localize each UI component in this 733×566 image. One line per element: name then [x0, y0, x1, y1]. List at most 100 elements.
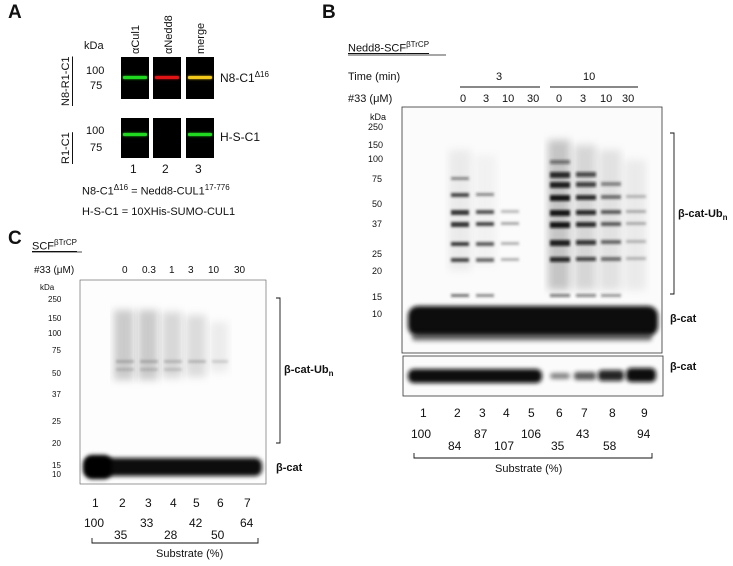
panel-c-conc-2: 0.3: [142, 265, 156, 276]
panel-c-conc-4: 3: [188, 265, 194, 276]
panel-a-band2-label: H-S-C1: [220, 130, 261, 144]
panel-b-substrate-lane8: 58: [603, 439, 617, 453]
panel-c-mw-15: 15: [52, 461, 61, 470]
panel-b-cat-band-lower: [412, 333, 652, 341]
panel-b-mw-250: 250: [368, 122, 384, 132]
panel-c-conc-1: 0: [122, 265, 128, 276]
panel-b-time-label: Time (min): [348, 71, 401, 83]
panel-b-substrate-label: Substrate (%): [495, 463, 563, 475]
panel-b-lane-1: 1: [420, 406, 427, 420]
panel-c-mw-25: 25: [52, 417, 61, 426]
panel-c-substrate-lane6: 50: [211, 528, 225, 542]
panel-b-mw-20: 20: [372, 266, 383, 276]
panel-c-mw-10: 10: [52, 470, 61, 479]
panel-c-lane-7: 7: [244, 496, 251, 510]
panel-b-kda: kDa: [370, 112, 387, 122]
panel-b-time-3: 3: [496, 71, 503, 83]
panel-a-lane-3: 3: [195, 162, 202, 176]
panel-b-mw-15: 15: [372, 292, 383, 302]
panel-b-conc-2: 3: [483, 93, 490, 105]
panel-a-kda: kDa: [84, 40, 104, 52]
panel-c-substrate-lane7: 64: [240, 516, 254, 530]
panel-b-time-10: 10: [583, 71, 596, 83]
bands-b-lane2: [451, 177, 469, 297]
smear-c-6: [210, 322, 228, 372]
panel-c-substrate-lane1: 100: [84, 516, 105, 530]
panel-b-mw-25: 25: [372, 249, 383, 259]
panel-b-conc-1: 0: [460, 93, 467, 105]
panel-b-cat-blot-lane9: [626, 368, 656, 382]
panel-b-ubn-label: β-cat-Ubn: [678, 208, 728, 223]
panel-b-cat-blot-lane8: [598, 370, 624, 381]
panel-b-lane-3: 3: [479, 406, 486, 420]
panel-a-mw-75-row1: 75: [90, 80, 103, 92]
panel-c-title: SCFβTrCP: [32, 238, 77, 253]
panel-c-conc-3: 1: [169, 265, 175, 276]
panel-a-blot-cul1-row1: [121, 57, 149, 99]
panel-b-lane-6: 6: [556, 406, 563, 420]
panel-c-conc-5: 10: [208, 265, 220, 276]
panel-b-cat-blot-lanes1-5: [408, 369, 542, 383]
panel-c-mw-250: 250: [48, 295, 62, 304]
panel-a-band1-label: N8-C1Δ16: [220, 70, 269, 85]
panel-b-substrate-lane1: 100: [411, 427, 432, 441]
panel-c-substrate-bracket: [91, 538, 259, 544]
panel-b-cat-blot-lane6: [550, 373, 570, 379]
panel-b-mw-10: 10: [372, 309, 383, 319]
panel-b-ubn-bracket: [670, 132, 675, 295]
panel-b-conc-label: #33 (μM): [348, 93, 393, 105]
panel-b-lane-9: 9: [641, 406, 648, 420]
panel-a-band-green-row1: [123, 76, 147, 79]
panel-c-mw-150: 150: [48, 314, 62, 323]
panel-b-conc-6: 3: [580, 93, 587, 105]
panel-b-title: Nedd8-SCFβTrCP: [348, 40, 430, 55]
panel-c-ubn-label: β-cat-Ubn: [284, 364, 334, 379]
panel-a-blot-nedd8-row1: [153, 57, 181, 99]
panel-a-blot-nedd8-row2: [153, 118, 181, 158]
panel-c-kda: kDa: [40, 283, 55, 292]
smear-c-5: [186, 315, 206, 377]
panel-b-lane-4: 4: [503, 406, 510, 420]
panel-c-blot: [79, 279, 267, 485]
smear-b-8: [599, 150, 621, 290]
panel-a-band-yellow-row1: [188, 76, 212, 79]
panel-c-mw-50: 50: [52, 369, 61, 378]
panel-c-letter: C: [8, 228, 22, 249]
panel-a-def2: H-S-C1 = 10XHis-SUMO-CUL1: [82, 206, 236, 218]
panel-c-substrate-lane5: 42: [189, 516, 203, 530]
bands-b-lane9: [626, 195, 646, 260]
panel-b-conc-3: 10: [502, 93, 515, 105]
panel-a-def1: N8-C1Δ16 = Nedd8-CUL117-776: [82, 183, 230, 198]
panel-c-lane-1: 1: [92, 496, 99, 510]
panel-a-band-green-row2: [123, 133, 147, 136]
panel-c-lane-2: 2: [119, 496, 126, 510]
panel-c-mw-75: 75: [52, 346, 61, 355]
panel-b-substrate-lane6: 35: [551, 439, 565, 453]
panel-c-ubn-bracket: [276, 297, 281, 444]
bands-b-lane3: [476, 193, 494, 297]
bands-b-lane8: [601, 182, 621, 297]
panel-b-conc-5: 0: [556, 93, 563, 105]
panel-b-mw-75: 75: [372, 174, 383, 184]
panel-b-main-blot: [401, 106, 663, 354]
panel-c-lane-5: 5: [193, 496, 200, 510]
panel-b-substrate-bracket: [413, 453, 653, 459]
panel-a-mw-100-row2: 100: [86, 125, 105, 137]
panel-c-faint-bands: [116, 360, 228, 371]
panel-a-mw-100-row1: 100: [86, 65, 105, 77]
panel-c-mw-100: 100: [48, 329, 62, 338]
panel-a-blot-cul1-row2: [121, 118, 149, 158]
panel-c-conc-label: #33 (μM): [34, 265, 75, 276]
panel-c-conc-6: 30: [234, 265, 246, 276]
panel-c-mw-37: 37: [52, 390, 61, 399]
panel-a-lane-1: 1: [130, 162, 137, 176]
panel-b-lane-5: 5: [528, 406, 535, 420]
panel-b-lane-7: 7: [581, 406, 588, 420]
panel-b-conc-8: 30: [622, 93, 635, 105]
panel-b-cat-label: β-cat: [670, 313, 697, 325]
panel-a-letter: A: [8, 2, 22, 23]
panel-c-lane-6: 6: [217, 496, 224, 510]
panel-b-substrate-lane3: 87: [474, 427, 488, 441]
panel-b-cat-blot: [402, 355, 664, 397]
smear-b-7: [574, 145, 596, 290]
